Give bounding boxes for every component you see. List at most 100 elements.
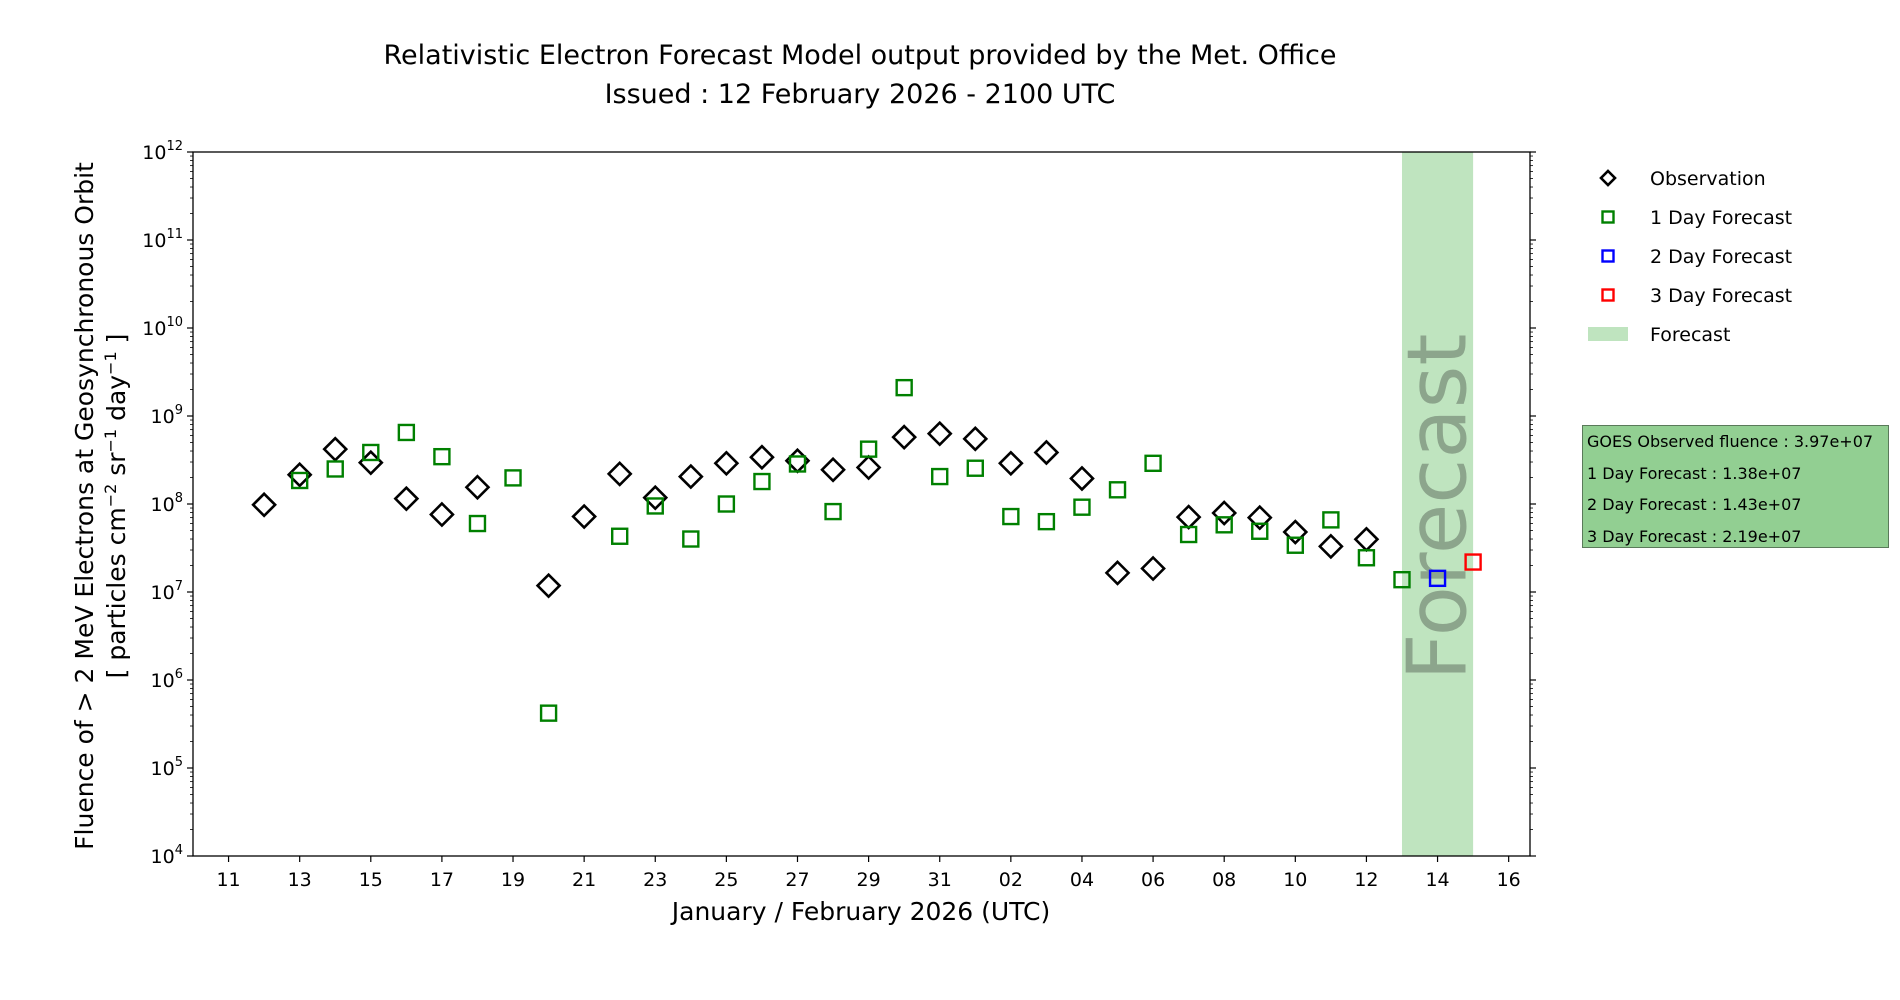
1-day-forecast-point bbox=[717, 495, 736, 513]
observation-point bbox=[1175, 504, 1202, 530]
y-tick-exponent: 6 bbox=[175, 667, 183, 682]
y-tick-exponent: 8 bbox=[175, 491, 183, 506]
x-tick-label: 27 bbox=[785, 869, 809, 891]
1-day-forecast-point bbox=[1286, 536, 1305, 554]
observation-point bbox=[677, 463, 704, 490]
x-tick-label: 02 bbox=[999, 869, 1023, 891]
1-day-forecast-point bbox=[788, 455, 807, 473]
observation-point bbox=[1104, 560, 1131, 586]
1-day-forecast-point bbox=[824, 502, 842, 521]
y-tick-label: 104 bbox=[151, 843, 183, 868]
y-tick-label: 1010 bbox=[142, 315, 183, 340]
2-day-forecast-point bbox=[1428, 569, 1447, 588]
y-tick-exponent: 9 bbox=[175, 403, 183, 418]
data-markers bbox=[251, 378, 1482, 722]
x-tick-label: 12 bbox=[1354, 869, 1378, 891]
legend: Observation 1 Day Forecast 2 Day Forecast 3… bbox=[1588, 168, 1792, 346]
observation-point bbox=[926, 420, 953, 447]
y-tick-base: 10 bbox=[151, 846, 175, 868]
observation-point bbox=[962, 426, 989, 452]
x-tick-label: 16 bbox=[1497, 869, 1521, 891]
observation-point bbox=[891, 424, 918, 450]
observation-point bbox=[286, 461, 313, 488]
x-tick-label: 23 bbox=[643, 869, 667, 891]
1-day-forecast-point bbox=[539, 704, 558, 722]
observation-point bbox=[1353, 526, 1380, 553]
observation-point bbox=[464, 474, 491, 501]
observation-point bbox=[429, 501, 455, 528]
legend-forecast-swatch bbox=[1588, 327, 1628, 341]
1-day-forecast-point bbox=[504, 469, 522, 487]
observation-point bbox=[749, 444, 775, 471]
x-tick-label: 25 bbox=[714, 869, 738, 891]
1-day-forecast-point bbox=[433, 447, 451, 466]
1-day-forecast-point bbox=[1179, 525, 1198, 544]
y-tick-label: 107 bbox=[151, 579, 183, 604]
fluence-info-box: GOES Observed fluence : 3.97e+07 1 Day F… bbox=[1582, 425, 1889, 548]
1-day-forecast-point bbox=[753, 472, 771, 491]
y-tick-base: 10 bbox=[151, 670, 175, 692]
1-day-forecast-point bbox=[931, 467, 949, 486]
1-day-forecast-point bbox=[290, 471, 309, 490]
1-day-forecast-point bbox=[1215, 516, 1233, 534]
observation-point bbox=[251, 491, 277, 518]
x-tick-label: 04 bbox=[1070, 869, 1094, 891]
observation-point bbox=[535, 572, 562, 599]
x-tick-label: 29 bbox=[857, 869, 881, 891]
1-day-forecast-point bbox=[1073, 498, 1091, 516]
x-axis-ticks: 11 13 15 17 19 21 23 25 27 29 31 02 04 06 08 10 12 14 16 bbox=[216, 856, 1521, 891]
observation-point bbox=[1282, 519, 1309, 545]
y-tick-label: 1012 bbox=[142, 139, 183, 164]
info-observed-fluence: GOES Observed fluence : 3.97e+07 bbox=[1587, 432, 1874, 451]
x-tick-label: 19 bbox=[501, 869, 525, 891]
1-day-forecast-point bbox=[1357, 549, 1376, 567]
legend-3-day-forecast-marker bbox=[1601, 288, 1615, 302]
1-day-forecast-point bbox=[1251, 522, 1269, 540]
observation-point bbox=[713, 450, 740, 477]
y-tick-label: 106 bbox=[151, 667, 183, 692]
y-tick-exponent: 11 bbox=[166, 227, 183, 242]
observation-point bbox=[1033, 439, 1060, 466]
observation-point bbox=[322, 436, 349, 462]
1-day-forecast-point bbox=[859, 440, 878, 458]
y-tick-exponent: 10 bbox=[166, 315, 183, 330]
x-tick-label: 11 bbox=[216, 869, 240, 891]
y-tick-exponent: 7 bbox=[175, 579, 183, 594]
observation-point bbox=[1069, 465, 1095, 492]
y-tick-base: 10 bbox=[151, 582, 175, 604]
1-day-forecast-point bbox=[397, 423, 416, 442]
observation-point bbox=[1211, 500, 1238, 526]
y-tick-base: 10 bbox=[142, 230, 166, 252]
y-tick-label: 108 bbox=[151, 491, 183, 516]
1-day-forecast-point bbox=[611, 527, 629, 545]
legend-1-day-forecast-marker bbox=[1601, 210, 1615, 224]
y-axis-label-line2: [ particles cm−2 sr−1 day−1 ] bbox=[101, 334, 131, 679]
observation-point bbox=[820, 456, 846, 483]
1-day-forecast-point bbox=[1108, 481, 1127, 499]
1-day-forecast-point bbox=[1037, 512, 1056, 531]
observation-point bbox=[1318, 533, 1344, 560]
x-tick-label: 13 bbox=[288, 869, 312, 891]
legend-forecast-label: Forecast bbox=[1650, 324, 1730, 346]
legend-2-day-forecast-marker bbox=[1601, 249, 1615, 263]
legend-observation-marker bbox=[1599, 169, 1617, 187]
y-tick-label: 109 bbox=[151, 403, 183, 428]
legend-1-day-forecast-label: 1 Day Forecast bbox=[1650, 207, 1792, 229]
y-tick-base: 10 bbox=[151, 494, 175, 516]
chart-subtitle: Issued : 12 February 2026 - 2100 UTC bbox=[605, 79, 1116, 110]
observation-point bbox=[393, 485, 420, 512]
y-tick-base: 10 bbox=[151, 406, 175, 428]
1-day-forecast-point bbox=[966, 459, 984, 477]
observation-point bbox=[606, 461, 633, 487]
y-tick-base: 10 bbox=[142, 142, 166, 164]
1-day-forecast-point bbox=[1393, 570, 1411, 589]
x-tick-label: 10 bbox=[1283, 869, 1307, 891]
y-tick-base: 10 bbox=[151, 758, 175, 780]
1-day-forecast-point bbox=[895, 378, 913, 397]
x-tick-label: 21 bbox=[572, 869, 596, 891]
observation-point bbox=[1140, 555, 1166, 582]
1-day-forecast-point bbox=[362, 443, 380, 462]
legend-2-day-forecast-label: 2 Day Forecast bbox=[1650, 246, 1792, 268]
